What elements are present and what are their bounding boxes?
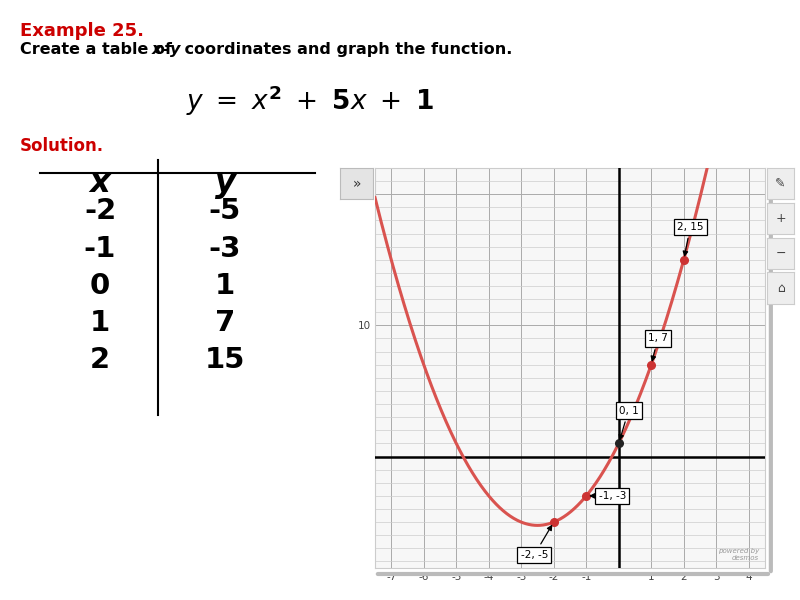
Text: -: - (161, 42, 168, 57)
Text: y: y (170, 42, 180, 57)
Text: -2: -2 (84, 197, 116, 225)
Text: +: + (775, 212, 786, 225)
Text: 0, 1: 0, 1 (618, 406, 638, 439)
Text: x: x (90, 168, 110, 199)
Text: 15: 15 (205, 346, 245, 374)
Text: -5: -5 (209, 197, 241, 225)
Text: Solution.: Solution. (20, 137, 104, 155)
Text: -1: -1 (84, 235, 116, 263)
Text: −: − (775, 247, 786, 260)
Text: y: y (214, 168, 235, 199)
Text: Example 25.: Example 25. (20, 22, 144, 40)
Text: powered by
desmos: powered by desmos (718, 548, 759, 561)
Text: 2: 2 (90, 346, 110, 374)
Text: ⌂: ⌂ (777, 281, 785, 295)
Text: 1, 7: 1, 7 (648, 334, 668, 361)
Text: x: x (152, 42, 162, 57)
Text: 1: 1 (215, 272, 235, 300)
Text: $\mathit{y}\ =\ \mathit{x}^{\mathbf{2}}\ +\ \mathbf{5}\mathit{x}\ +\ \mathbf{1}$: $\mathit{y}\ =\ \mathit{x}^{\mathbf{2}}\… (186, 84, 434, 118)
Text: 2, 15: 2, 15 (677, 222, 703, 256)
Text: 7: 7 (215, 309, 235, 337)
Text: -3: -3 (209, 235, 242, 263)
Text: Create a table of: Create a table of (20, 42, 178, 57)
Text: »: » (352, 176, 361, 191)
Text: 1: 1 (90, 309, 110, 337)
Text: -1, -3: -1, -3 (590, 491, 626, 501)
Text: ✎: ✎ (775, 177, 786, 190)
Text: 0: 0 (90, 272, 110, 300)
Text: coordinates and graph the function.: coordinates and graph the function. (179, 42, 512, 57)
Text: -2, -5: -2, -5 (521, 526, 552, 560)
